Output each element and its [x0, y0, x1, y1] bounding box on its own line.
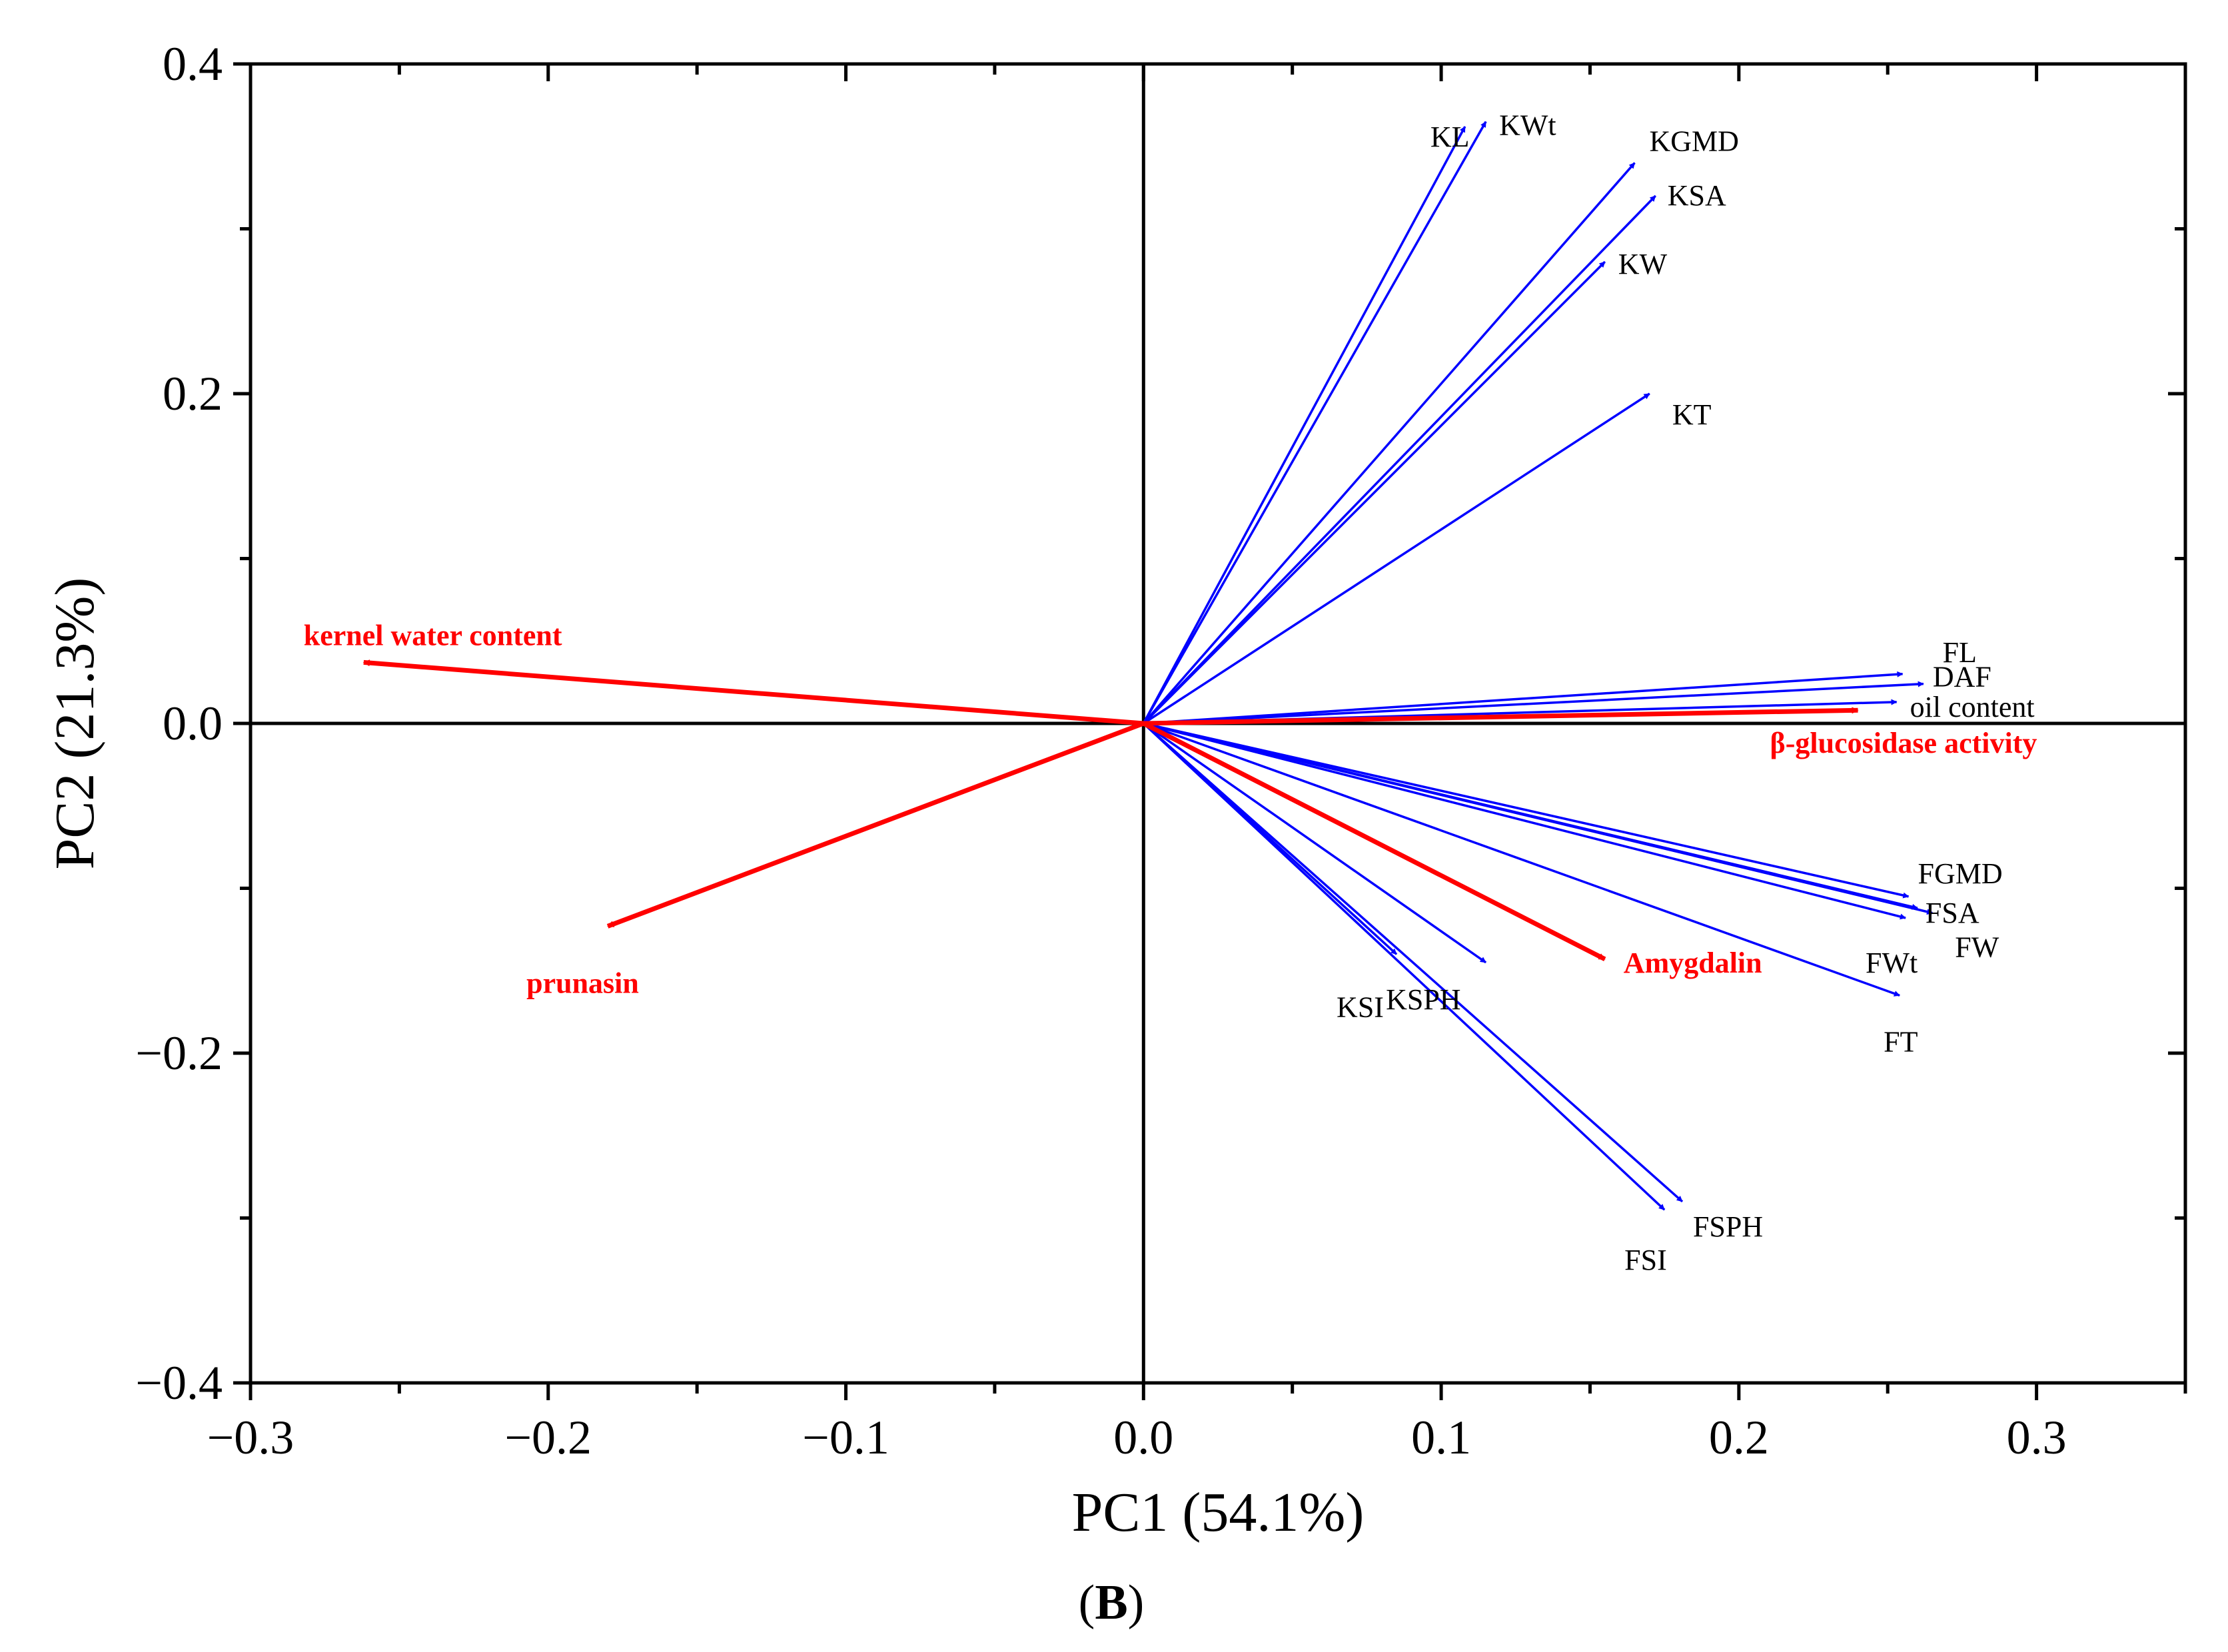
x-tick-label: 0.3 — [2007, 1411, 2067, 1464]
vector-arrow-daf — [1143, 681, 1924, 725]
vector-label-kl: KL — [1430, 121, 1470, 153]
vector-arrow-ksa — [1143, 195, 1657, 725]
x-tick-label: 0.0 — [1113, 1411, 1173, 1464]
vector-arrow-fgmd — [1143, 722, 1910, 899]
vector-label-kt: KT — [1672, 398, 1712, 431]
vector-label-fsa: FSA — [1926, 897, 1979, 929]
vector-label-fsph: FSPH — [1693, 1210, 1763, 1243]
figure-caption: (B) — [1079, 1575, 1145, 1630]
vector-arrow-fsph — [1143, 722, 1684, 1203]
vector-label-oil-content: oil content — [1910, 691, 2035, 723]
vector-arrow-kernel-water-content — [362, 659, 1144, 726]
vector-arrow-kt — [1143, 392, 1650, 725]
caption-open: ( — [1079, 1575, 1095, 1630]
vector-label-ksi: KSI — [1337, 991, 1384, 1024]
vector-label-fl: FL — [1943, 636, 1977, 669]
x-tick-label: −0.3 — [207, 1411, 294, 1464]
x-tick-label: 0.2 — [1709, 1411, 1769, 1464]
vector-arrow-kgmd — [1142, 162, 1636, 725]
caption-letter: B — [1095, 1575, 1127, 1630]
vector-arrow-kw — [1143, 260, 1606, 725]
x-tick-label: 0.1 — [1411, 1411, 1471, 1464]
vector-label-glucosidase-activity: β-glucosidase activity — [1770, 727, 2037, 759]
y-tick-label: 0.0 — [163, 697, 223, 750]
vector-label-daf: DAF — [1933, 661, 1991, 693]
vector-arrow-fwt — [1143, 722, 1906, 920]
caption-close: ) — [1128, 1575, 1145, 1630]
x-tick-label: −0.1 — [802, 1411, 889, 1464]
vector-label-fsi: FSI — [1624, 1244, 1667, 1276]
x-tick-label: −0.2 — [504, 1411, 592, 1464]
vector-arrow-prunasin — [606, 721, 1145, 929]
y-tick-label: 0.4 — [163, 37, 223, 91]
vector-label-ksa: KSA — [1668, 179, 1726, 212]
vector-arrow-glucosidase-activity — [1143, 707, 1859, 726]
vector-label-fgmd: FGMD — [1918, 857, 2003, 890]
vector-arrow-ft — [1143, 722, 1900, 997]
tick-labels: −0.3 −0.2 −0.1 0.0 0.1 0.2 0.3 0.4 0.2 0.0 −0.2 −0.… — [135, 37, 2066, 1464]
vector-label-kernel-water-content: kernel water content — [304, 619, 562, 651]
y-tick-label: −0.2 — [135, 1027, 223, 1080]
y-tick-label: 0.2 — [163, 367, 223, 420]
vector-label-prunasin: prunasin — [526, 967, 639, 999]
vector-arrow-ksph — [1143, 722, 1487, 964]
y-axis-label: PC2 (21.3%) — [44, 578, 106, 870]
vector-arrow-kl — [1142, 126, 1466, 724]
vector-arrow-kwt — [1142, 121, 1487, 724]
vector-arrow-fw — [1143, 722, 1934, 915]
vector-label-kw: KW — [1618, 248, 1668, 280]
vector-label-ft: FT — [1884, 1025, 1918, 1058]
vector-label-kgmd: KGMD — [1649, 125, 1738, 158]
y-tick-label: −0.4 — [135, 1356, 223, 1410]
vector-arrow-fsi — [1143, 722, 1666, 1211]
loading-vectors — [362, 121, 1934, 1211]
vector-label-kwt: KWt — [1499, 109, 1556, 142]
x-axis-label: PC1 (54.1%) — [1072, 1481, 1365, 1543]
vector-label-ksph: KSPH — [1386, 983, 1461, 1016]
vector-label-fwt: FWt — [1866, 947, 1918, 979]
vector-arrow-fl — [1143, 671, 1904, 725]
vector-arrow-amygdalin — [1142, 721, 1606, 962]
vector-label-fw: FW — [1955, 931, 1999, 964]
vector-label-amygdalin: Amygdalin — [1624, 947, 1762, 979]
